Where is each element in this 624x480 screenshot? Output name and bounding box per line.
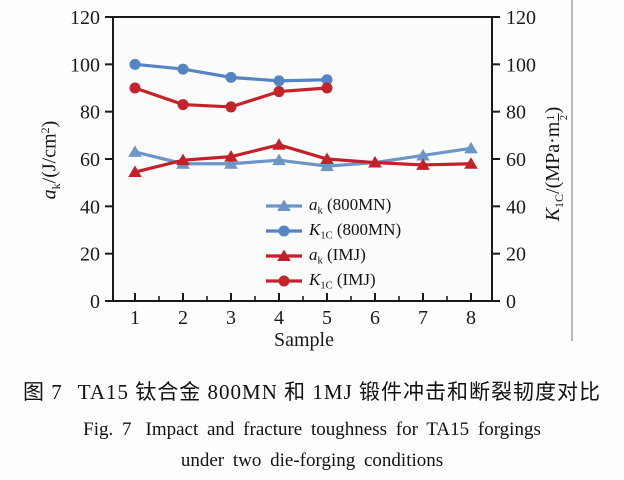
y-axis-left-title: ak/(J/cm2) xyxy=(38,121,64,200)
legend-item: ak (IMJ) xyxy=(266,243,401,268)
legend-item-label: K1C (IMJ) xyxy=(309,269,376,292)
x-tick: 1 xyxy=(130,307,140,329)
y-tick-left: 0 xyxy=(90,291,100,313)
legend-item-label: K1C (800MN) xyxy=(309,219,402,242)
x-tick: 4 xyxy=(274,307,284,329)
y-tick-right: 60 xyxy=(506,149,526,171)
legend-item-label: ak (IMJ) xyxy=(309,244,366,267)
caption-english-text2: under two die-forging conditions xyxy=(180,450,444,471)
y-tick-right: 80 xyxy=(506,102,526,124)
left-axis-variable: a xyxy=(38,189,61,200)
y-axis-right-title: K1C/(MPa·m 1 2) xyxy=(542,107,570,222)
fraction-numerator: 1 xyxy=(546,114,558,121)
legend-item: ak (800MN) xyxy=(266,193,401,218)
legend-circle-marker-icon xyxy=(266,225,302,237)
caption-english-line1: Fig. 7 Impact and fracture toughness for… xyxy=(0,419,624,441)
left-axis-unit: /(J/cm xyxy=(38,133,61,184)
caption-chinese: 图 7 TA15 钛合金 800MN 和 1MJ 锻件冲击和断裂韧度对比 xyxy=(0,376,624,406)
chart-plot: 0 0 20 20 40 40 60 60 80 80 100 100 120 120 1 2 3 4 5 6 7 8 Sa… xyxy=(70,7,536,351)
caption-english-text: Impact and fracture toughness for TA15 f… xyxy=(145,419,541,440)
legend-item: K1C (800MN) xyxy=(266,218,401,243)
series-1 xyxy=(129,58,333,87)
chart-legend: ak (800MN) K1C (800MN) ak (IMJ) K1C (IMJ) xyxy=(266,193,401,293)
fraction-denominator: 2 xyxy=(559,114,571,121)
y-tick-right: 0 xyxy=(506,291,516,313)
caption-english-number: Fig. 7 xyxy=(83,419,132,440)
caption-english-line2: under two die-forging conditions xyxy=(0,450,624,472)
y-tick-left: 100 xyxy=(70,54,100,76)
y-tick-left: 80 xyxy=(80,102,100,124)
x-tick: 7 xyxy=(418,307,428,329)
x-tick: 6 xyxy=(370,307,380,329)
y-tick-right: 120 xyxy=(506,7,536,29)
x-tick: 2 xyxy=(178,307,188,329)
y-tick-right: 40 xyxy=(506,196,526,218)
y-tick-left: 40 xyxy=(80,196,100,218)
right-axis-unit: /(MPa·m xyxy=(541,121,564,194)
page-column-rule xyxy=(571,0,573,341)
series-3 xyxy=(129,82,333,113)
y-tick-right: 20 xyxy=(506,244,526,266)
left-axis-exponent: 2 xyxy=(38,127,53,134)
left-axis-subscript: k xyxy=(48,183,63,190)
right-axis-variable: K xyxy=(541,207,564,222)
x-tick: 5 xyxy=(322,307,332,329)
series-2 xyxy=(128,138,478,178)
right-axis-subscript: 1C xyxy=(552,193,567,208)
x-axis-title: Sample xyxy=(274,329,334,351)
y-tick-left: 20 xyxy=(80,244,100,266)
legend-item: K1C (IMJ) xyxy=(266,268,401,293)
legend-triangle-marker-icon xyxy=(266,199,302,211)
legend-triangle-marker-icon xyxy=(266,249,302,261)
y-tick-right: 100 xyxy=(506,54,536,76)
caption-chinese-text: TA15 钛合金 800MN 和 1MJ 锻件冲击和断裂韧度对比 xyxy=(77,380,601,404)
legend-item-label: ak (800MN) xyxy=(309,194,392,217)
caption-chinese-number: 图 7 xyxy=(23,380,63,404)
y-tick-left: 60 xyxy=(80,149,100,171)
left-axis-unit-close: ) xyxy=(38,120,61,128)
x-tick: 3 xyxy=(226,307,236,329)
y-tick-left: 120 xyxy=(70,7,100,29)
x-tick: 8 xyxy=(466,307,476,329)
legend-circle-marker-icon xyxy=(266,275,302,287)
right-axis-unit-close: ) xyxy=(541,106,564,114)
